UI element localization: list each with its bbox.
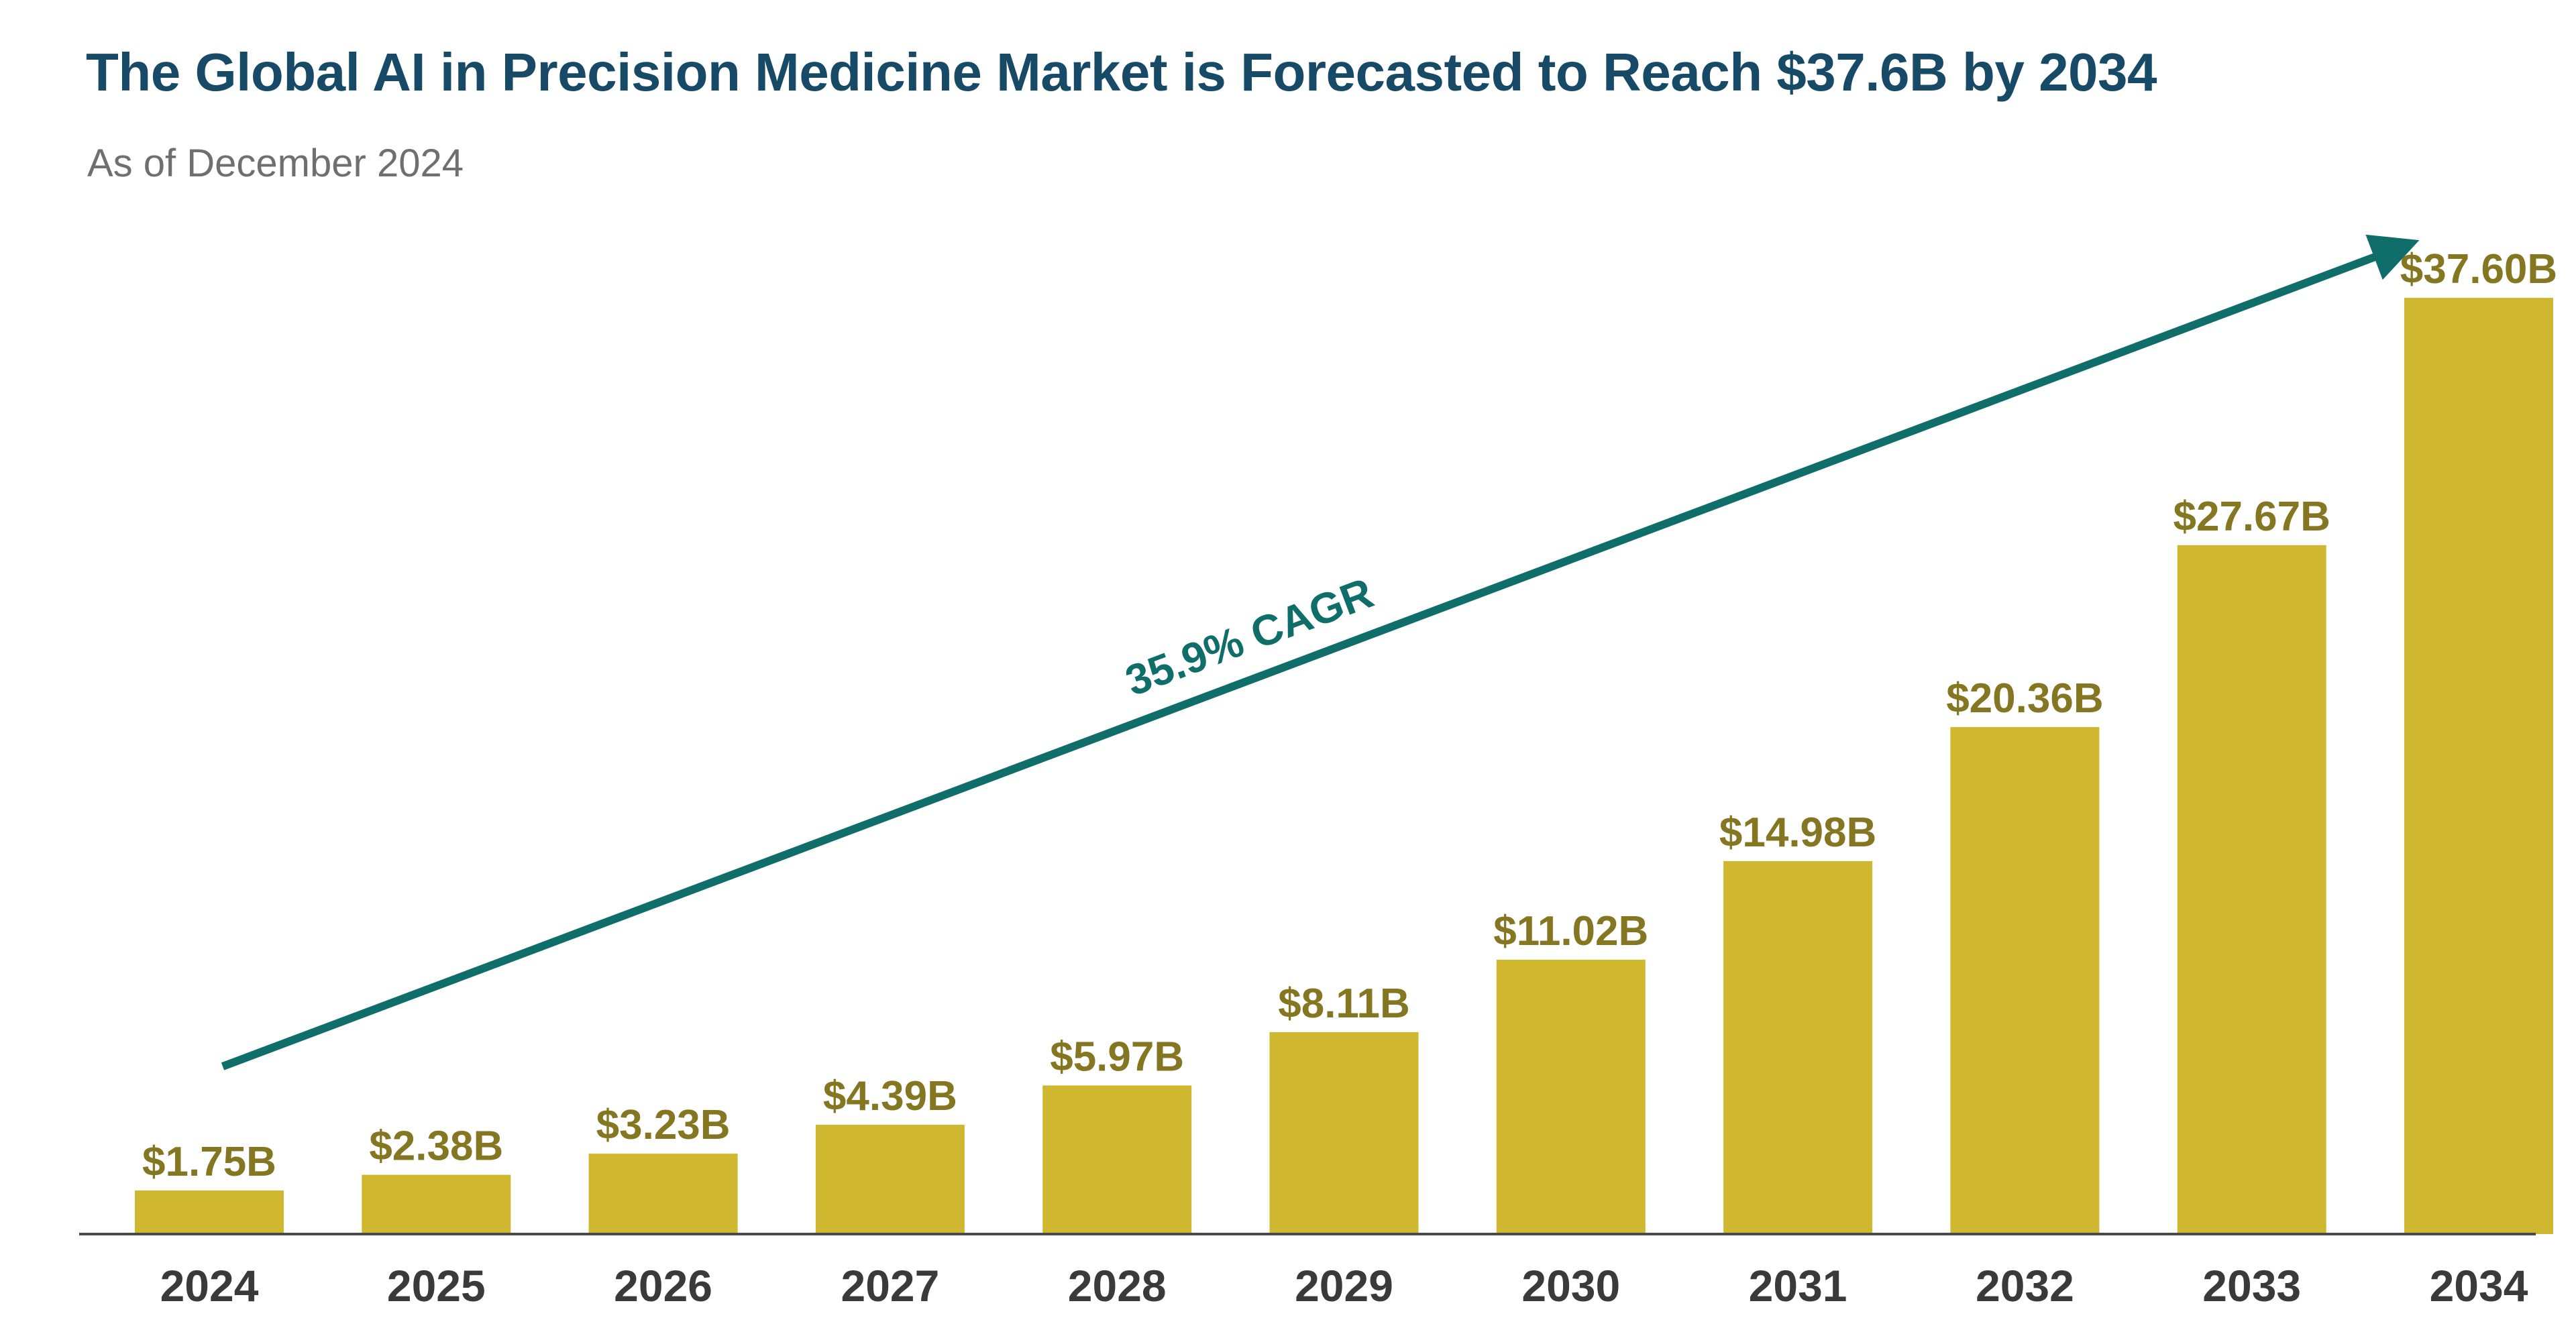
value-label-2030: $11.02B xyxy=(1493,908,1648,954)
value-label-2024: $1.75B xyxy=(142,1139,276,1185)
value-label-2034: $37.60B xyxy=(2400,246,2557,292)
chart-title: The Global AI in Precision Medicine Mark… xyxy=(86,42,2157,102)
bar-2029 xyxy=(1269,1032,1419,1234)
x-tick-label-2028: 2028 xyxy=(1068,1261,1167,1311)
x-tick-label-2029: 2029 xyxy=(1295,1261,1393,1311)
bars-layer xyxy=(135,298,2553,1235)
chart-subtitle: As of December 2024 xyxy=(87,142,464,185)
x-tick-label-2031: 2031 xyxy=(1749,1261,1847,1311)
bar-2027 xyxy=(815,1125,965,1234)
x-tick-label-2027: 2027 xyxy=(841,1261,939,1311)
x-tick-label-2033: 2033 xyxy=(2202,1261,2301,1311)
x-tick-label-2026: 2026 xyxy=(614,1261,712,1311)
value-label-2028: $5.97B xyxy=(1050,1034,1184,1080)
cagr-label: 35.9% CAGR xyxy=(1119,568,1379,705)
value-label-2032: $20.36B xyxy=(1946,675,2103,722)
bar-2033 xyxy=(2177,545,2326,1234)
value-label-2027: $4.39B xyxy=(823,1073,957,1119)
bar-2030 xyxy=(1496,959,1646,1234)
x-tick-label-2030: 2030 xyxy=(1521,1261,1620,1311)
x-tick-label-2025: 2025 xyxy=(387,1261,486,1311)
x-tick-label-2032: 2032 xyxy=(1976,1261,2074,1311)
cagr-trend-arrow xyxy=(221,234,2420,1070)
bar-2028 xyxy=(1042,1085,1192,1234)
x-axis-ticks-layer: 2024 2025 2026 2027 2028 2029 2030 2031 2032 2033… xyxy=(160,1261,2528,1311)
bar-2024 xyxy=(135,1190,284,1234)
value-label-2031: $14.98B xyxy=(1719,810,1876,856)
value-labels-layer: $1.75B $2.38B $3.23B $4.39B $5.97B $8.11B $11.… xyxy=(142,246,2557,1185)
value-label-2029: $8.11B xyxy=(1278,981,1410,1027)
x-tick-label-2034: 2034 xyxy=(2430,1261,2528,1311)
bar-2032 xyxy=(1950,727,2100,1234)
value-label-2026: $3.23B xyxy=(596,1102,731,1148)
bar-2031 xyxy=(1723,861,1873,1234)
value-label-2025: $2.38B xyxy=(369,1123,503,1170)
bar-2025 xyxy=(362,1174,511,1234)
bar-2026 xyxy=(588,1154,738,1234)
x-tick-label-2024: 2024 xyxy=(160,1261,259,1311)
bar-2034 xyxy=(2404,298,2553,1235)
value-label-2033: $27.67B xyxy=(2173,494,2330,540)
